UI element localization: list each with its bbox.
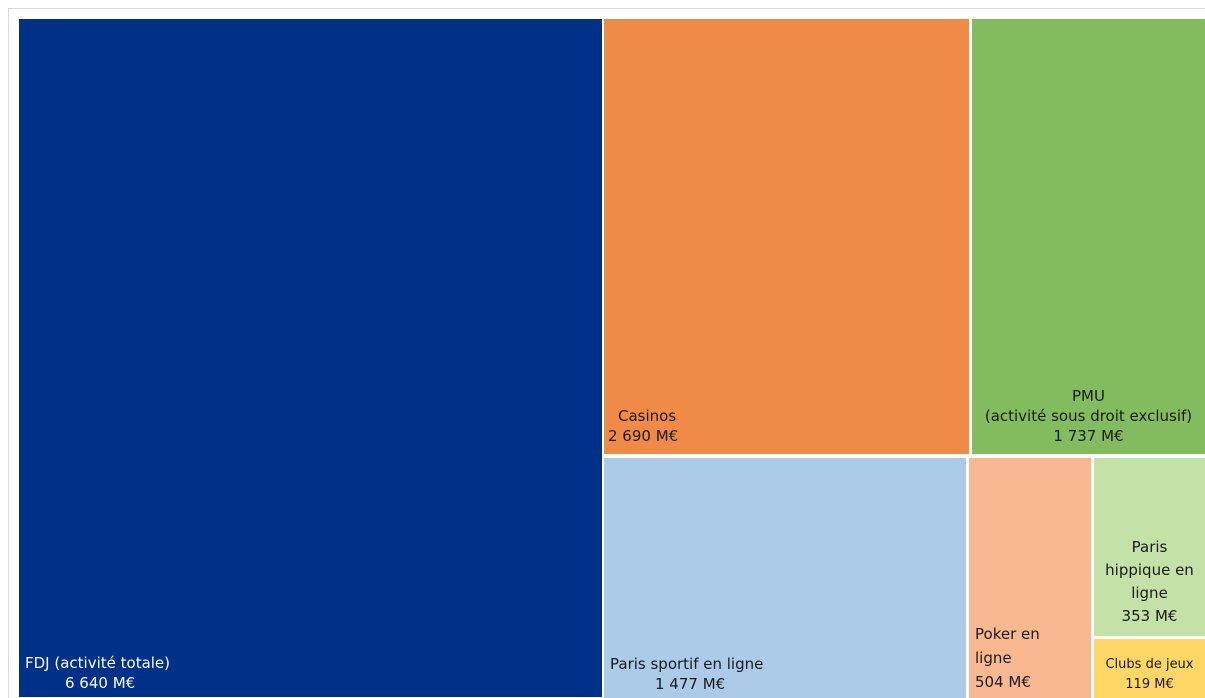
tile-sportif-value: 1 477 M€ xyxy=(655,675,726,693)
tile-clubs: Clubs de jeux 119 M€ xyxy=(1094,639,1205,698)
tile-hippique-label: Paris hippique en ligne 353 M€ xyxy=(1094,536,1205,628)
tile-sportif-name: Paris sportif en ligne xyxy=(610,655,764,673)
tile-casinos-name: Casinos xyxy=(618,407,677,425)
tile-pmu-label: PMU (activité sous droit exclusif) 1 737… xyxy=(972,386,1205,446)
tile-sportif-label: Paris sportif en ligne 1 477 M€ xyxy=(610,654,763,694)
tile-fdj-name: FDJ (activité totale) xyxy=(25,654,171,672)
tile-casinos: Casinos 2 690 M€ xyxy=(604,19,969,454)
tile-clubs-name: Clubs de jeux xyxy=(1105,657,1194,672)
tile-clubs-value: 119 M€ xyxy=(1125,677,1174,692)
tile-casinos-value: 2 690 M€ xyxy=(608,427,679,445)
tile-casinos-label: Casinos 2 690 M€ xyxy=(608,406,678,446)
tile-hippique-name-line-1: Paris xyxy=(1131,538,1168,556)
tile-hippique: Paris hippique en ligne 353 M€ xyxy=(1094,458,1205,636)
tile-sportif: Paris sportif en ligne 1 477 M€ xyxy=(604,458,966,698)
tile-hippique-name-line-3: ligne xyxy=(1131,584,1168,602)
tile-poker: Poker en ligne 504 M€ xyxy=(969,458,1091,698)
tile-fdj-label: FDJ (activité totale) 6 640 M€ xyxy=(25,653,170,693)
tile-fdj: FDJ (activité totale) 6 640 M€ xyxy=(19,19,602,697)
tile-clubs-label: Clubs de jeux 119 M€ xyxy=(1094,655,1205,695)
tile-fdj-value: 6 640 M€ xyxy=(65,674,136,692)
tile-pmu-name-line-1: PMU xyxy=(1072,387,1105,405)
tile-poker-name-line-2: ligne xyxy=(975,649,1012,667)
tile-hippique-value: 353 M€ xyxy=(1121,607,1178,625)
tile-pmu: PMU (activité sous droit exclusif) 1 737… xyxy=(972,19,1205,454)
tile-pmu-name-line-2: (activité sous droit exclusif) xyxy=(984,407,1193,425)
tile-pmu-value: 1 737 M€ xyxy=(1053,427,1124,445)
tile-poker-label: Poker en ligne 504 M€ xyxy=(975,622,1040,694)
tile-poker-value: 504 M€ xyxy=(975,673,1031,691)
tile-hippique-name-line-2: hippique en xyxy=(1105,561,1194,579)
tile-poker-name-line-1: Poker en xyxy=(975,625,1040,643)
